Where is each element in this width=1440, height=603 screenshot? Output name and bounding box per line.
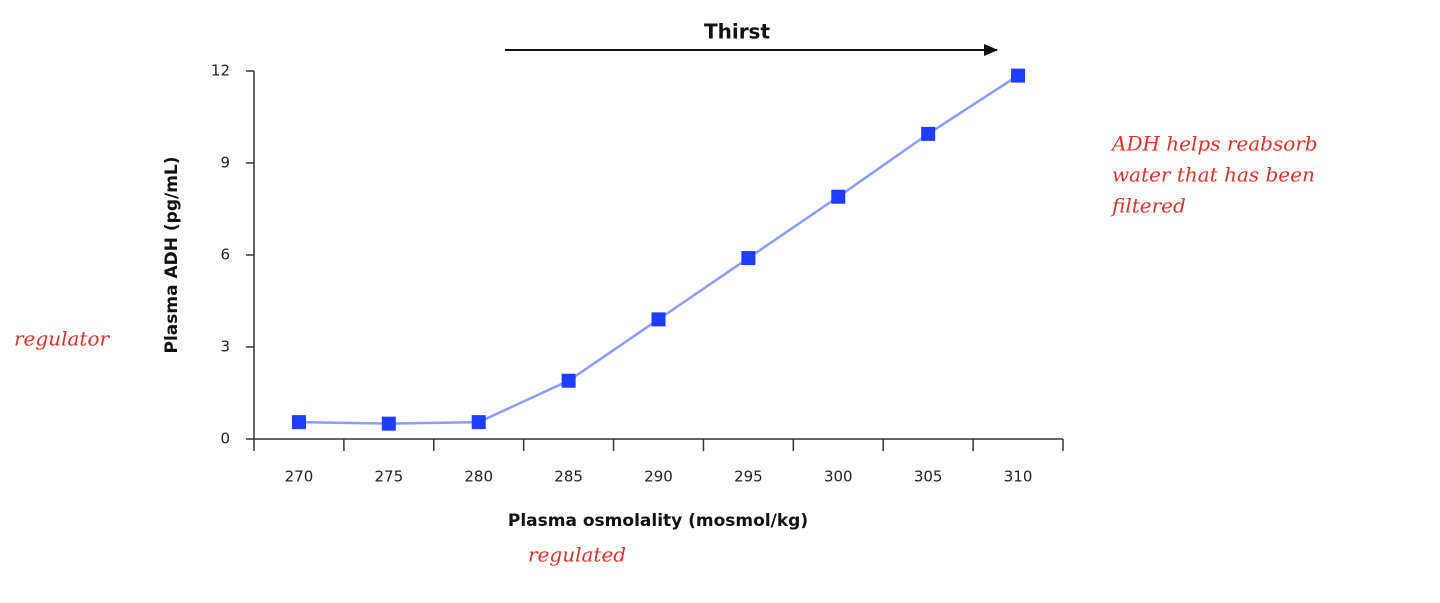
x-axis-title: Plasma osmolality (mosmol/kg) bbox=[508, 511, 808, 531]
x-tick-label: 280 bbox=[464, 468, 493, 486]
x-tick-label: 290 bbox=[644, 468, 673, 486]
data-point bbox=[1011, 68, 1026, 83]
y-tick-label: 0 bbox=[220, 430, 230, 448]
data-line bbox=[298, 74, 1019, 425]
handwritten-note: filtered bbox=[1110, 194, 1186, 218]
data-point bbox=[381, 416, 396, 431]
x-tick-label: 310 bbox=[1004, 468, 1033, 486]
y-axis-title: Plasma ADH (pg/mL) bbox=[162, 156, 182, 353]
x-tick-label: 275 bbox=[375, 468, 404, 486]
y-tick-label: 9 bbox=[220, 154, 230, 172]
data-point bbox=[921, 126, 936, 141]
y-tick-label: 3 bbox=[220, 338, 230, 356]
data-point bbox=[291, 415, 306, 430]
x-tick-label: 295 bbox=[734, 468, 763, 486]
data-point bbox=[831, 189, 846, 204]
x-tick-label: 300 bbox=[824, 468, 853, 486]
handwritten-note: regulated bbox=[528, 543, 626, 567]
x-tick-label: 305 bbox=[914, 468, 943, 486]
data-point bbox=[741, 251, 756, 266]
handwritten-note: regulator bbox=[14, 327, 110, 351]
handwritten-note: water that has been bbox=[1112, 163, 1315, 187]
arrow-label: Thirst bbox=[704, 20, 771, 44]
y-tick-label: 6 bbox=[220, 246, 230, 264]
data-point bbox=[471, 415, 486, 430]
y-tick-label: 12 bbox=[211, 62, 230, 80]
x-tick-label: 285 bbox=[554, 468, 583, 486]
data-point bbox=[561, 373, 576, 388]
handwritten-note: ADH helps reabsorb bbox=[1110, 132, 1318, 156]
data-point bbox=[651, 312, 666, 327]
x-tick-label: 270 bbox=[285, 468, 314, 486]
